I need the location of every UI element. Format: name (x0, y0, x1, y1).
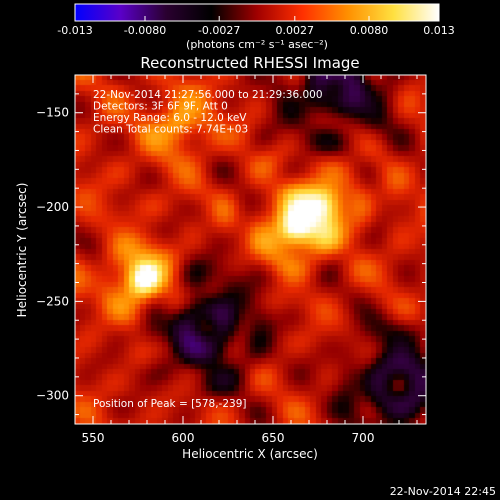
footer-timestamp: 22-Nov-2014 22:45 (390, 485, 496, 498)
y-tick-label: −200 (36, 200, 69, 214)
colorbar-gradient (74, 3, 440, 22)
x-tick-label: 600 (172, 431, 195, 445)
colorbar-tick-label: -0.013 (57, 24, 92, 37)
y-tick-label: −250 (36, 294, 69, 308)
heatmap-image (75, 75, 426, 424)
colorbar-tick-label: 0.0080 (350, 24, 389, 37)
y-tick-label: −150 (36, 106, 69, 120)
axes: 550 600 650 700 −150 −200 −250 −300 (36, 74, 426, 445)
info-line: 22-Nov-2014 21:27:56.000 to 21:29:36.000 (93, 89, 323, 101)
y-axis-label: Heliocentric Y (arcsec) (15, 183, 29, 318)
colorbar-tick-label: -0.0080 (124, 24, 166, 37)
info-line: Energy Range: 6.0 - 12.0 keV (93, 112, 247, 124)
info-line: Clean Total counts: 7.74E+03 (93, 124, 248, 136)
colorbar-tick-label: -0.0027 (198, 24, 240, 37)
colorbar-units: (photons cm⁻² s⁻¹ asec⁻²) (186, 38, 328, 51)
x-tick-label: 650 (262, 431, 285, 445)
heatmap-canvas (75, 75, 426, 424)
x-axis-label: Heliocentric X (arcsec) (182, 447, 318, 461)
x-tick-label: 550 (82, 431, 105, 445)
colorbar: -0.013 -0.0080 -0.0027 0.0027 0.0080 0.013 (p… (57, 3, 455, 51)
info-line: Detectors: 3F 6F 9F, Att 0 (93, 101, 228, 113)
colorbar-ticks: -0.013 -0.0080 -0.0027 0.0027 0.0080 0.013 (57, 16, 455, 37)
colorbar-tick-label: 0.0027 (276, 24, 315, 37)
colorbar-tick-label: 0.013 (423, 24, 455, 37)
y-tick-label: −300 (36, 389, 69, 403)
plot-frame (74, 74, 427, 425)
peak-position-label: Position of Peak = [578,-239] (93, 398, 247, 410)
chart-title: Reconstructed RHESSI Image (140, 54, 359, 72)
observation-info: 22-Nov-2014 21:27:56.000 to 21:29:36.000… (93, 89, 323, 136)
x-tick-label: 700 (352, 431, 375, 445)
